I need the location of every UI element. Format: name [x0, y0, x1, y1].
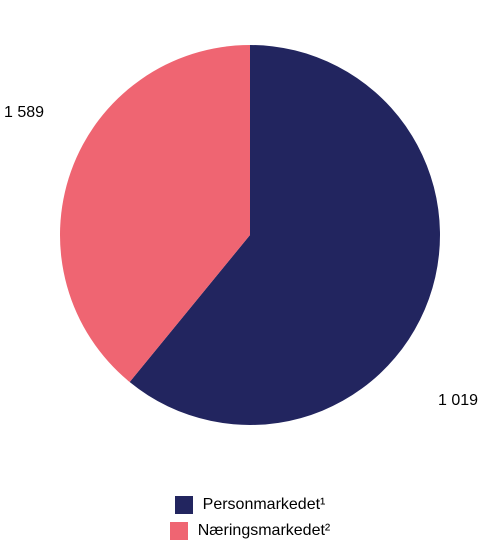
- pie-svg: [0, 0, 500, 460]
- legend-swatch-person: [175, 496, 193, 514]
- slice-value-naering: 1 589: [4, 104, 44, 122]
- legend: Personmarkedet¹ Næringsmarkedet²: [0, 496, 500, 540]
- pie-chart: 1 019 1 589: [0, 0, 500, 460]
- slice-value-person: 1 019: [438, 392, 478, 410]
- legend-label-naering: Næringsmarkedet²: [198, 522, 330, 540]
- legend-item-person: Personmarkedet¹: [175, 496, 326, 514]
- legend-label-person: Personmarkedet¹: [203, 496, 326, 514]
- legend-item-naering: Næringsmarkedet²: [170, 522, 330, 540]
- legend-swatch-naering: [170, 522, 188, 540]
